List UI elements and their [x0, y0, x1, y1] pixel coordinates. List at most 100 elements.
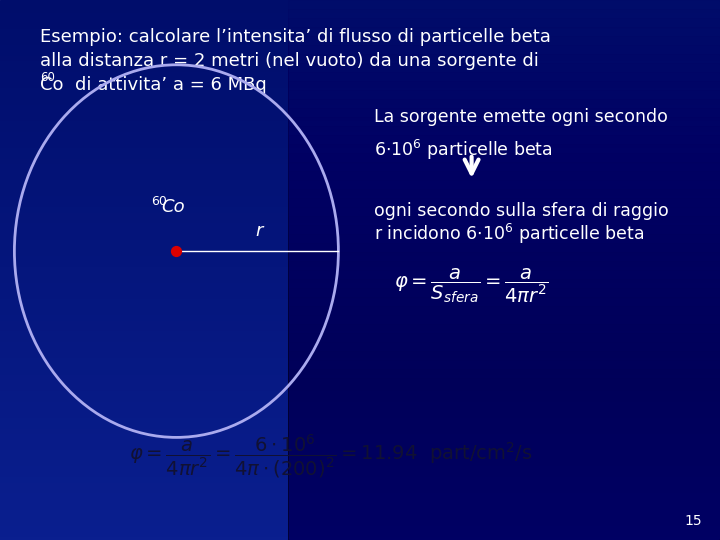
Bar — [288, 135, 720, 540]
Bar — [288, 18, 720, 540]
Bar — [0, 211, 720, 216]
Text: Co  di attivita’ a = 6 MBq: Co di attivita’ a = 6 MBq — [40, 76, 266, 94]
Bar — [0, 97, 720, 103]
Bar — [0, 313, 720, 319]
Bar — [0, 243, 720, 248]
Bar — [288, 171, 720, 540]
Bar — [288, 414, 720, 540]
Text: Esempio: calcolare l’intensita’ di flusso di particelle beta: Esempio: calcolare l’intensita’ di fluss… — [40, 28, 551, 46]
Bar — [0, 238, 720, 243]
Bar — [288, 297, 720, 540]
Bar — [0, 481, 720, 486]
Bar — [0, 378, 720, 383]
Bar — [0, 140, 720, 146]
Bar — [288, 306, 720, 540]
Bar — [288, 45, 720, 540]
Bar — [288, 63, 720, 540]
Bar — [288, 351, 720, 540]
Bar — [0, 76, 720, 81]
Bar — [288, 378, 720, 540]
Bar — [0, 302, 720, 308]
Bar — [288, 477, 720, 540]
Text: 15: 15 — [685, 514, 702, 528]
Point — [171, 247, 182, 255]
Text: r incidono 6$\cdot$10$^6$ particelle beta: r incidono 6$\cdot$10$^6$ particelle bet… — [374, 221, 645, 246]
Bar — [0, 448, 720, 454]
Bar — [288, 459, 720, 540]
Bar — [0, 135, 720, 140]
Bar — [0, 70, 720, 76]
Bar — [288, 342, 720, 540]
Bar — [0, 167, 720, 173]
Bar — [0, 346, 720, 351]
Bar — [0, 513, 720, 518]
Bar — [0, 329, 720, 335]
Bar — [0, 205, 720, 211]
Bar — [0, 259, 720, 265]
Bar — [0, 113, 720, 119]
Bar — [0, 248, 720, 254]
Bar — [0, 54, 720, 59]
Bar — [288, 423, 720, 540]
Bar — [288, 90, 720, 540]
Bar — [0, 157, 720, 162]
Bar — [288, 72, 720, 540]
Bar — [0, 437, 720, 443]
Bar — [0, 459, 720, 464]
Text: r: r — [256, 222, 263, 240]
Bar — [0, 189, 720, 194]
Bar — [288, 450, 720, 540]
Bar — [0, 292, 720, 297]
Bar — [0, 502, 720, 508]
Bar — [0, 173, 720, 178]
Text: alla distanza r = 2 metri (nel vuoto) da una sorgente di: alla distanza r = 2 metri (nel vuoto) da… — [40, 52, 539, 70]
Bar — [0, 0, 720, 5]
Bar — [0, 22, 720, 27]
Text: 60: 60 — [151, 195, 167, 208]
Bar — [0, 535, 720, 540]
Bar — [288, 0, 720, 540]
Bar — [0, 427, 720, 432]
Bar — [288, 153, 720, 540]
Bar — [288, 531, 720, 540]
Bar — [0, 119, 720, 124]
Bar — [0, 356, 720, 362]
Bar — [0, 421, 720, 427]
Bar — [288, 225, 720, 540]
Bar — [0, 410, 720, 416]
Bar — [0, 362, 720, 367]
Bar — [0, 394, 720, 400]
Bar — [0, 508, 720, 513]
Text: ogni secondo sulla sfera di raggio: ogni secondo sulla sfera di raggio — [374, 202, 669, 220]
Bar — [0, 108, 720, 113]
Bar — [0, 270, 720, 275]
Bar — [288, 81, 720, 540]
Bar — [0, 464, 720, 470]
Bar — [288, 432, 720, 540]
Bar — [288, 27, 720, 540]
Bar — [0, 416, 720, 421]
Bar — [288, 396, 720, 540]
Text: 6$\cdot$10$^6$ particelle beta: 6$\cdot$10$^6$ particelle beta — [374, 138, 553, 162]
Bar — [0, 383, 720, 389]
Bar — [288, 513, 720, 540]
Bar — [288, 333, 720, 540]
Bar — [288, 243, 720, 540]
Bar — [0, 49, 720, 54]
Bar — [288, 288, 720, 540]
Bar — [0, 65, 720, 70]
Bar — [0, 59, 720, 65]
Bar — [0, 324, 720, 329]
Text: $\varphi = \dfrac{a}{4\pi r^2} = \dfrac{6 \cdot 10^6}{4\pi \cdot (200)^2} = 11.9: $\varphi = \dfrac{a}{4\pi r^2} = \dfrac{… — [130, 433, 533, 480]
Bar — [0, 151, 720, 157]
Bar — [0, 5, 720, 11]
Bar — [0, 405, 720, 410]
Bar — [288, 315, 720, 540]
Bar — [288, 495, 720, 540]
Bar — [288, 207, 720, 540]
Bar — [288, 198, 720, 540]
Bar — [0, 178, 720, 184]
Bar — [288, 468, 720, 540]
Bar — [0, 491, 720, 497]
Bar — [0, 432, 720, 437]
